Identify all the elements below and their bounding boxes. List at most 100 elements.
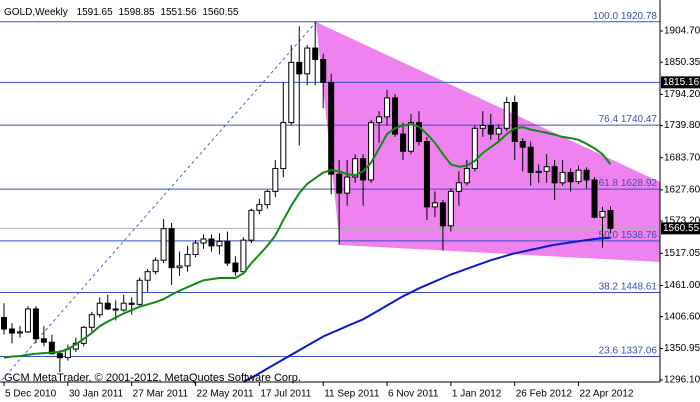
fib-level-label: 76.4 1740.47	[599, 114, 658, 125]
candle-body	[519, 141, 526, 148]
candle-body	[463, 167, 470, 184]
footer: GCM MetaTrader, © 2001-2012, MetaQuotes …	[4, 372, 301, 384]
candle-body	[368, 122, 375, 181]
candle-body	[112, 308, 119, 311]
low: 1551.56	[160, 7, 197, 18]
candle-body	[56, 353, 63, 359]
level-label: 1815.16	[663, 77, 700, 88]
x-tick-label: 5 Dec 2010	[5, 389, 57, 400]
chart-title: GOLD,Weekly 1591.65 1598.85 1551.56 1560…	[4, 7, 239, 18]
candle-body	[591, 179, 598, 218]
candle-body	[120, 302, 127, 311]
candle-body	[32, 308, 39, 340]
candle-body	[431, 202, 438, 208]
candle-body	[304, 47, 311, 75]
candle-body	[168, 228, 175, 269]
candle-body	[232, 262, 239, 273]
x-tick-label: 27 Mar 2011	[133, 389, 189, 400]
candle-body	[80, 326, 87, 344]
y-tick-label: 1850.35	[664, 57, 700, 68]
candle-body	[264, 190, 271, 206]
fib-price: 1448.61	[621, 281, 658, 292]
candle-body	[272, 167, 279, 192]
fib-price: 1740.47	[621, 114, 658, 125]
fib-level-label: 100.0 1920.78	[593, 10, 657, 21]
fib-ratio: 23.6	[599, 345, 619, 356]
x-tick-label: 17 Jul 2011	[260, 389, 311, 400]
candle-body	[439, 202, 446, 227]
candle-body	[455, 182, 462, 192]
y-tick-label: 1406.60	[664, 311, 700, 322]
candle-body	[551, 166, 558, 184]
y-tick-label: 1904.70	[664, 26, 700, 37]
candle-body	[312, 47, 319, 61]
candle-body	[144, 271, 151, 281]
fib-ratio: 61.8	[599, 178, 619, 189]
price-label-box	[661, 222, 700, 235]
candle-body	[543, 166, 550, 172]
candle-body	[8, 328, 15, 334]
fib-level-label: 23.6 1337.06	[599, 345, 658, 356]
candle-body	[184, 253, 191, 267]
candle-body	[192, 242, 199, 255]
candle-body	[407, 122, 414, 152]
level-label-box	[661, 76, 700, 89]
candle-body	[216, 240, 223, 247]
high: 1598.85	[118, 7, 155, 18]
candle-body	[224, 240, 231, 264]
fib-ratio: 50.0	[599, 229, 619, 240]
candle-body	[423, 141, 430, 208]
candle-body	[583, 169, 590, 181]
candle-body	[384, 97, 391, 118]
candle-body	[328, 81, 335, 175]
candle-body	[320, 59, 327, 83]
y-tick-label: 1683.70	[664, 152, 700, 163]
candle-body	[16, 331, 23, 334]
fib-ratio: 76.4	[599, 114, 619, 125]
candle-body	[48, 341, 55, 355]
candle-body	[535, 170, 542, 173]
candle-body	[176, 265, 183, 269]
candle-body	[96, 302, 103, 316]
candle-body	[447, 190, 454, 227]
candle-body	[376, 116, 383, 124]
candle-body	[200, 238, 207, 244]
candle-body	[511, 102, 518, 143]
candle-body	[567, 171, 574, 183]
symbol: GOLD,Weekly	[4, 7, 68, 18]
y-tick-label: 1296.10	[664, 375, 700, 386]
candle-body	[487, 124, 494, 135]
y-tick-label: 1517.05	[664, 248, 700, 259]
y-tick-label: 1350.95	[664, 343, 700, 354]
candle-body	[40, 338, 47, 343]
candle-body	[24, 308, 31, 333]
candle-body	[208, 238, 215, 247]
y-tick-label: 1627.60	[664, 185, 700, 196]
close: 1560.55	[202, 7, 239, 18]
y-tick-label: 1794.20	[664, 89, 700, 100]
plot-layer: 100.0 1920.78 76.4 1740.47 61.8 1628.92 50.…	[0, 10, 660, 383]
x-tick-label: 26 Feb 2012	[516, 389, 573, 400]
candle-body	[296, 61, 303, 75]
candle-body	[527, 146, 534, 173]
candle-body	[599, 210, 606, 218]
candle-body	[479, 124, 486, 129]
y-tick-label: 1573.20	[664, 216, 700, 227]
candle-body	[336, 173, 343, 194]
candle-body	[400, 133, 406, 152]
candle-body	[392, 97, 399, 135]
candle-body	[160, 228, 167, 261]
y-tick-label: 1739.80	[664, 120, 700, 131]
candle-body	[136, 279, 143, 305]
x-tick-label: 6 Nov 2011	[388, 389, 439, 400]
candle-body	[152, 259, 159, 273]
fib-level-label: 50.0 1538.76	[599, 229, 658, 240]
y-tick-label: 1461.00	[664, 280, 700, 291]
x-tick-label: 11 Sep 2011	[324, 389, 380, 400]
candle-body	[352, 158, 359, 178]
candle-body	[1, 317, 7, 330]
candle-body	[495, 127, 502, 135]
candle-body	[288, 61, 295, 124]
fib-price: 1337.06	[621, 345, 658, 356]
